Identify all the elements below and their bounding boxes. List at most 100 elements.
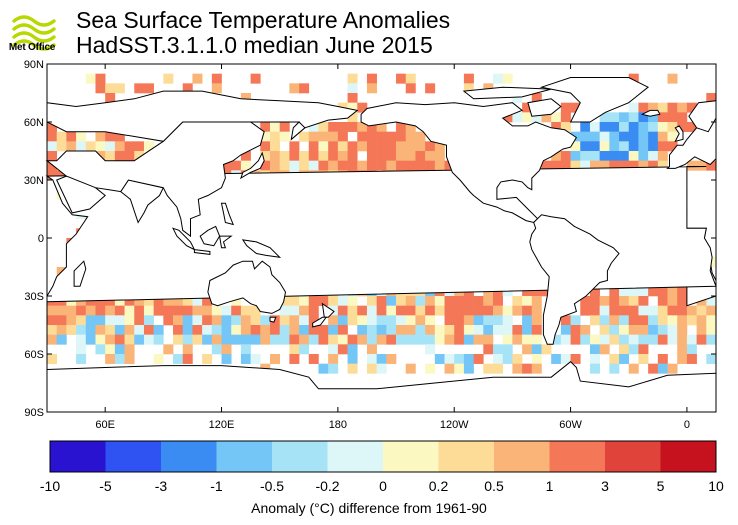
anomaly-cell [551, 354, 562, 364]
anomaly-cell [657, 112, 668, 123]
land-polygon [239, 151, 265, 180]
anomaly-cell [405, 325, 416, 335]
land-polygon [219, 235, 233, 249]
anomaly-cell [609, 334, 620, 345]
lon-label: 120E [209, 419, 235, 431]
anomaly-cell [114, 131, 125, 142]
anomaly-cell [328, 122, 339, 132]
anomaly-cell [638, 131, 649, 142]
anomaly-cell [706, 325, 717, 335]
anomaly-cell [570, 102, 581, 113]
anomaly-cell [444, 334, 455, 345]
anomaly-cell [638, 334, 649, 345]
anomaly-cell [425, 344, 436, 355]
anomaly-cell [347, 112, 358, 123]
anomaly-cell [667, 296, 678, 306]
anomaly-cell [328, 296, 339, 306]
anomaly-cell [299, 325, 310, 335]
anomaly-cell [619, 151, 630, 161]
anomaly-cell [667, 305, 678, 316]
anomaly-cell [415, 131, 426, 142]
anomaly-cell [396, 305, 407, 316]
anomaly-cell [444, 363, 455, 374]
anomaly-cell [609, 160, 620, 171]
colorbar-tick-label: -1 [210, 478, 223, 494]
anomaly-cell [357, 102, 368, 113]
anomaly-cell [628, 344, 639, 355]
anomaly-cell [677, 296, 688, 306]
anomaly-cell [47, 122, 57, 132]
anomaly-cell [502, 112, 513, 123]
anomaly-cell [347, 315, 358, 326]
colorbar-labels: -10 -5 -3 -1 -0.5 -0.2 0 0.2 0.5 1 3 5 10 [40, 478, 724, 494]
anomaly-cell [473, 296, 484, 306]
anomaly-cell [657, 160, 668, 171]
anomaly-cell [425, 160, 436, 171]
land-polygon [360, 102, 578, 224]
anomaly-cell [434, 151, 445, 161]
anomaly-cell [493, 73, 503, 84]
anomaly-cell [405, 83, 416, 94]
anomaly-cell [95, 334, 106, 345]
anomaly-cell [628, 151, 639, 161]
anomaly-cell [76, 334, 87, 345]
anomaly-cell [328, 354, 339, 364]
anomaly-cell [619, 160, 630, 171]
anomaly-cell [56, 170, 67, 181]
anomaly-cell [376, 334, 387, 345]
anomaly-cell [337, 122, 348, 132]
anomaly-cell [706, 93, 717, 103]
anomaly-cell [318, 131, 329, 142]
anomaly-cell [143, 315, 154, 326]
colorbar-tick-label: -5 [99, 478, 112, 494]
anomaly-cell [396, 296, 407, 306]
anomaly-cell [444, 296, 455, 306]
anomaly-cell [47, 334, 57, 345]
anomaly-cell [124, 315, 135, 326]
anomaly-cell [366, 344, 377, 355]
anomaly-cell [279, 325, 290, 335]
anomaly-cell [221, 160, 232, 171]
colorbar-swatch [494, 441, 550, 472]
anomaly-cell [376, 296, 387, 306]
lon-label: 60W [559, 419, 582, 431]
anomaly-cell [66, 305, 77, 316]
lat-label: 60N [24, 117, 44, 129]
anomaly-cell [192, 296, 203, 306]
anomaly-cell [279, 151, 290, 161]
anomaly-cell [609, 151, 620, 161]
anomaly-cell [483, 315, 494, 326]
anomaly-cell [512, 305, 523, 316]
anomaly-cell [502, 315, 513, 326]
anomaly-cell [347, 354, 358, 364]
anomaly-cell [454, 363, 465, 374]
anomaly-cell [211, 325, 222, 335]
anomaly-cell [706, 334, 717, 345]
colorbar-tick-label: 5 [657, 478, 665, 494]
anomaly-cell [124, 344, 135, 355]
anomaly-cell [706, 296, 717, 306]
anomaly-cell [473, 334, 484, 345]
anomaly-cell [396, 151, 407, 161]
anomaly-cell [95, 344, 106, 355]
anomaly-cell [366, 325, 377, 335]
anomaly-cell [580, 122, 591, 132]
anomaly-cell [76, 354, 87, 364]
anomaly-cell [677, 344, 688, 355]
anomaly-cell [667, 131, 678, 142]
anomaly-cell [85, 141, 96, 152]
anomaly-cell [483, 344, 494, 355]
anomaly-cell [211, 334, 222, 345]
anomaly-cell [580, 131, 591, 142]
anomaly-cell [522, 112, 533, 123]
anomaly-cell [405, 296, 416, 306]
anomaly-cell [250, 315, 261, 326]
anomaly-cell [105, 93, 116, 103]
land-polygon [312, 316, 328, 328]
anomaly-cell [434, 305, 445, 316]
anomaly-cell [425, 296, 436, 306]
anomaly-cell [240, 93, 251, 103]
anomaly-cell [493, 296, 503, 306]
anomaly-cell [648, 112, 659, 123]
anomaly-cell [638, 305, 649, 316]
